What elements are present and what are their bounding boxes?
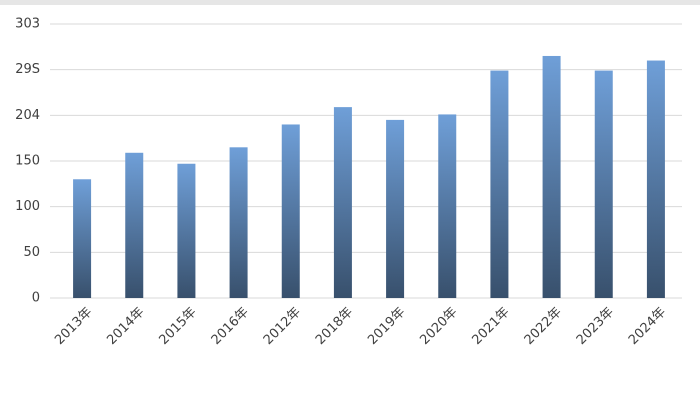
- bar: [490, 70, 509, 298]
- bar: [125, 152, 144, 298]
- top-strip: [0, 0, 700, 5]
- bar: [229, 147, 248, 298]
- bar: [73, 179, 92, 298]
- bar: [281, 124, 300, 298]
- bar: [386, 119, 405, 299]
- x-tick-label: 2023年: [574, 305, 617, 348]
- x-tick-label: 2019年: [365, 305, 408, 348]
- bar: [177, 163, 196, 298]
- y-tick-label: 303: [15, 17, 40, 32]
- x-tick-label: 2020年: [417, 305, 460, 348]
- x-tick-label: 2018年: [313, 305, 356, 348]
- x-tick-label: 2021年: [470, 305, 513, 348]
- y-tick-label: 0: [32, 291, 40, 306]
- y-tick-label: 50: [23, 245, 40, 260]
- x-tick-label: 2012年: [261, 305, 304, 348]
- bar: [333, 107, 352, 298]
- x-tick-label: 2016年: [209, 305, 252, 348]
- y-tick-label: 204: [15, 108, 40, 123]
- bar: [542, 55, 561, 298]
- x-tick-label: 2024年: [626, 305, 669, 348]
- bar: [594, 70, 613, 298]
- bar: [646, 60, 665, 299]
- x-tick-label: 2014年: [104, 305, 147, 348]
- bar: [438, 114, 457, 298]
- x-tick-label: 2013年: [52, 305, 95, 348]
- y-tick-label: 29S: [15, 62, 40, 77]
- x-tick-label: 2022年: [522, 305, 565, 348]
- x-tick-label: 2015年: [157, 305, 200, 348]
- y-tick-label: 100: [15, 199, 40, 214]
- y-tick-label: 150: [15, 154, 40, 169]
